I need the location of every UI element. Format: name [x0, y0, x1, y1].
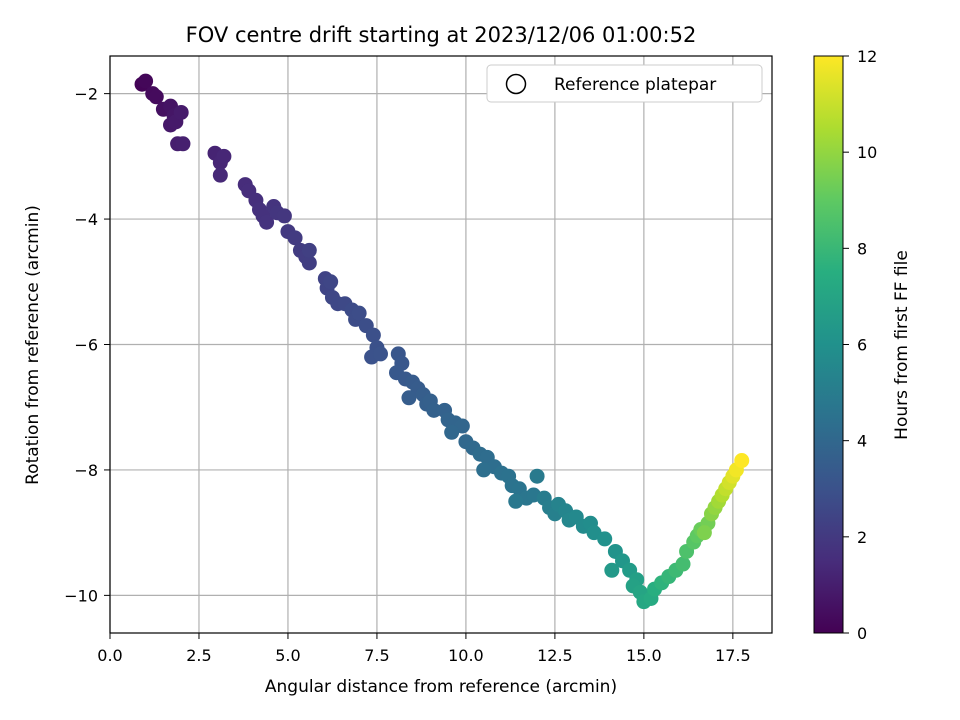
colorbar-label: Hours from first FF file: [892, 250, 912, 440]
x-axis-ticks: 0.0 2.5 5.0 7.5 10.0 12.5 15.0 17.5: [97, 633, 751, 665]
data-point: [734, 453, 750, 469]
data-point: [287, 230, 303, 246]
colorbar: 0 2 4 6 8 10 12 Hours from first FF file: [813, 47, 912, 643]
legend-box: [486, 64, 763, 103]
x-axis-label: Angular distance from reference (arcmin): [265, 677, 617, 697]
data-point: [476, 462, 492, 478]
colorbar-ticks: 0 2 4 6 8 10 12: [843, 47, 877, 643]
x-tick-label: 12.5: [537, 646, 573, 665]
reference-marker-icon: [505, 73, 527, 95]
data-point: [675, 556, 691, 572]
colorbar-tick-label: 4: [857, 432, 867, 451]
data-point: [401, 390, 417, 406]
data-point: [216, 148, 232, 164]
colorbar-tick-label: 0: [857, 624, 867, 643]
y-tick-label: −2: [74, 85, 98, 104]
x-tick-label: 15.0: [626, 646, 662, 665]
data-point: [365, 327, 381, 343]
colorbar-gradient: [813, 55, 844, 634]
data-point: [372, 346, 388, 362]
y-tick-label: −4: [74, 210, 98, 229]
data-point: [351, 305, 367, 321]
data-point: [508, 493, 524, 509]
x-tick-label: 5.0: [275, 646, 300, 665]
data-point: [259, 214, 275, 230]
chart-title: FOV centre drift starting at 2023/12/06 …: [186, 23, 697, 47]
data-point: [444, 424, 460, 440]
y-tick-label: −8: [74, 461, 98, 480]
x-tick-label: 0.0: [97, 646, 122, 665]
data-point: [529, 468, 545, 484]
x-tick-label: 2.5: [186, 646, 211, 665]
data-point: [696, 525, 712, 541]
colorbar-tick-label: 12: [857, 47, 877, 66]
legend: Reference platepar: [486, 64, 763, 103]
y-axis-label: Rotation from reference (arcmin): [23, 205, 43, 485]
data-point: [301, 255, 317, 271]
y-tick-label: −10: [64, 586, 98, 605]
data-point: [426, 402, 442, 418]
x-tick-label: 10.0: [448, 646, 484, 665]
colorbar-tick-label: 6: [857, 336, 867, 355]
data-point: [212, 167, 228, 183]
colorbar-tick-label: 10: [857, 143, 877, 162]
legend-entry-reference: Reference platepar: [554, 75, 716, 95]
x-tick-label: 17.5: [715, 646, 751, 665]
colorbar-tick-label: 8: [857, 239, 867, 258]
data-point: [323, 274, 339, 290]
data-point: [597, 531, 613, 547]
y-tick-label: −6: [74, 336, 98, 355]
data-point: [175, 136, 191, 152]
data-point: [604, 562, 620, 578]
y-axis-ticks: −2 −4 −6 −8 −10: [64, 85, 110, 605]
x-tick-label: 7.5: [364, 646, 389, 665]
grid-lines: [109, 56, 772, 633]
data-point: [276, 208, 292, 224]
data-point: [301, 242, 317, 258]
data-point: [173, 104, 189, 120]
data-points: [134, 73, 750, 610]
data-point: [138, 73, 154, 89]
colorbar-tick-label: 2: [857, 528, 867, 547]
data-point: [148, 89, 164, 105]
